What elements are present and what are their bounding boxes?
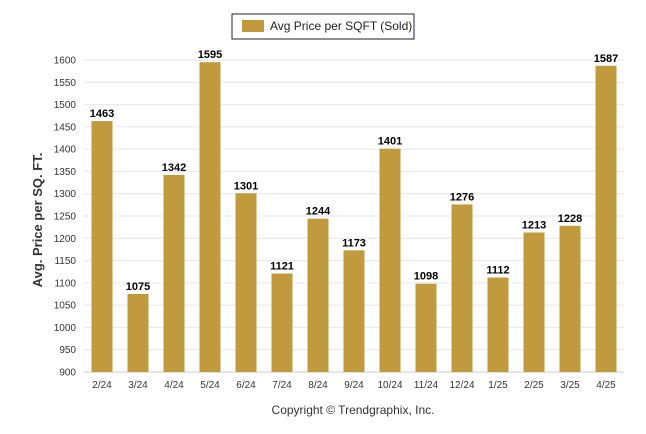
bar [379, 148, 401, 372]
x-tick-label: 2/25 [524, 380, 544, 391]
x-tick-label: 12/24 [449, 380, 474, 391]
bar [235, 193, 257, 372]
bar-value-label: 1587 [594, 53, 618, 65]
x-tick-label: 1/25 [488, 380, 508, 391]
bar [163, 174, 185, 372]
bar [271, 273, 293, 372]
data-labels: 1463 1075 1342 1595 1301 1121 1244 1173 1401 1098… [90, 49, 618, 293]
x-tick-label: 4/25 [596, 380, 616, 391]
y-tick-label: 1550 [54, 78, 77, 89]
y-tick-label: 1050 [54, 301, 77, 312]
bar [595, 65, 617, 373]
bar-value-label: 1244 [306, 206, 331, 218]
y-tick-label: 1450 [54, 122, 77, 133]
bar-value-label: 1075 [126, 281, 150, 293]
x-tick-label: 3/24 [128, 380, 148, 391]
legend: Avg Price per SQFT (Sold) [231, 13, 415, 40]
y-tick-label: 1300 [54, 189, 77, 200]
bar-value-label: 1112 [486, 265, 509, 277]
bar [343, 250, 365, 372]
bar-value-label: 1401 [378, 136, 402, 148]
y-tick-label: 1350 [54, 167, 77, 178]
x-tick-label: 6/24 [236, 380, 256, 391]
y-axis-label: Avg. Price per SQ. FT. [30, 153, 45, 288]
bar [523, 232, 545, 372]
bars [91, 62, 617, 373]
bar [199, 62, 221, 372]
y-tick-label: 1100 [54, 278, 76, 289]
y-tick-label: 1500 [54, 100, 77, 111]
x-tick-label: 10/24 [377, 380, 402, 391]
bar [307, 218, 329, 372]
bar-value-label: 1595 [198, 49, 222, 61]
x-tick-label: 5/24 [200, 380, 220, 391]
bar-value-label: 1342 [162, 162, 186, 174]
y-tick-label: 1400 [54, 145, 77, 156]
bar-value-label: 1121 [270, 260, 294, 272]
x-axis-ticks: 2/24 3/24 4/24 5/24 6/24 7/24 8/24 9/24 10/24 11/… [92, 380, 616, 391]
x-tick-label: 2/24 [92, 380, 112, 391]
x-tick-label: 4/24 [164, 380, 184, 391]
y-axis-ticks: 900 950 1000 1050 1100 1150 1200 1250 1300 1350 14… [54, 56, 77, 379]
y-tick-label: 950 [59, 345, 76, 356]
bar [91, 121, 113, 372]
y-tick-label: 1250 [54, 212, 77, 223]
bar-value-label: 1301 [234, 180, 258, 192]
y-tick-label: 1150 [54, 256, 76, 267]
bar [415, 283, 437, 372]
bar-value-label: 1098 [414, 271, 438, 283]
y-tick-label: 1000 [54, 323, 77, 334]
legend-label: Avg Price per SQFT (Sold) [270, 19, 412, 33]
x-tick-label: 3/25 [560, 380, 580, 391]
x-tick-label: 7/24 [272, 380, 292, 391]
bar [487, 277, 509, 372]
bar [559, 225, 581, 372]
y-tick-label: 1600 [54, 56, 77, 67]
bar-value-label: 1463 [90, 108, 114, 120]
bar [451, 204, 473, 372]
legend-swatch [242, 20, 264, 32]
y-tick-label: 900 [59, 368, 76, 379]
bar-value-label: 1213 [522, 219, 546, 231]
copyright-text: Copyright © Trendgraphix, Inc. [272, 403, 435, 417]
bar [127, 294, 149, 372]
x-tick-label: 8/24 [308, 380, 328, 391]
bar-value-label: 1173 [342, 237, 366, 249]
bar-value-label: 1228 [558, 213, 582, 225]
x-tick-label: 9/24 [344, 380, 364, 391]
y-tick-label: 1200 [54, 234, 77, 245]
x-tick-label: 11/24 [414, 380, 439, 391]
bar-value-label: 1276 [450, 191, 474, 203]
